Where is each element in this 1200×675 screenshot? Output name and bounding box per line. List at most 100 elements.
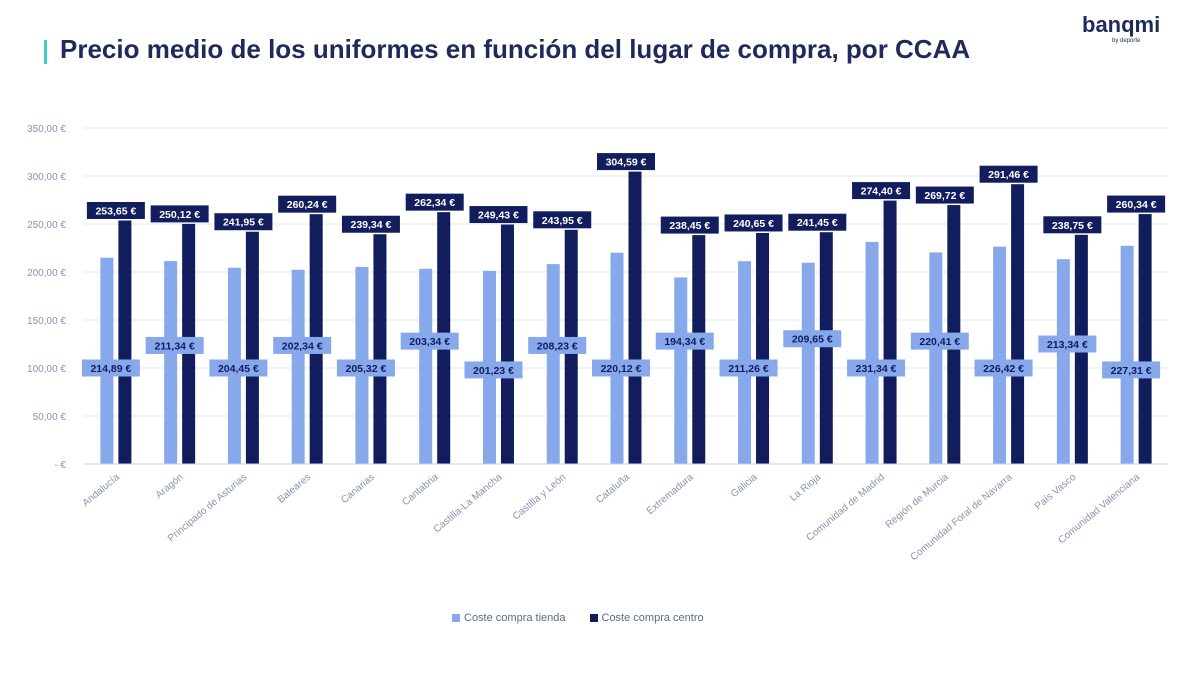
- data-label-tienda-bg: [910, 332, 969, 350]
- data-label-centro: 249,43 €: [478, 210, 519, 222]
- data-label-centro: 239,34 €: [351, 219, 392, 231]
- x-tick-label: Cantabria: [400, 472, 441, 509]
- title-accent-bar: [44, 40, 47, 64]
- data-label-tienda-bg: [847, 359, 906, 377]
- y-tick-label: 350,00 €: [27, 124, 66, 135]
- data-label-centro-bg: [469, 206, 528, 224]
- x-tick-label: Aragón: [154, 472, 186, 501]
- data-label-tienda: 202,34 €: [282, 340, 323, 352]
- data-label-centro: 253,65 €: [95, 205, 136, 217]
- data-label-tienda-bg: [145, 336, 204, 354]
- x-tick-label: Andalucía: [81, 472, 122, 509]
- x-tick-label: Canarias: [339, 472, 377, 506]
- bar-tienda: [1056, 259, 1070, 464]
- bar-tienda: [419, 268, 433, 464]
- y-tick-label: 50,00 €: [33, 412, 67, 423]
- x-tick-label: País Vasco: [1033, 472, 1079, 513]
- data-label-tienda: 220,12 €: [601, 363, 642, 375]
- data-label-tienda: 226,42 €: [983, 363, 1024, 375]
- bar-centro: [373, 234, 387, 464]
- data-label-tienda: 231,34 €: [856, 363, 897, 375]
- data-label-centro-bg: [915, 186, 974, 204]
- bar-tienda: [801, 262, 815, 464]
- data-label-centro: 291,46 €: [988, 169, 1029, 181]
- data-label-centro-bg: [597, 153, 655, 171]
- data-label-tienda-bg: [719, 359, 778, 377]
- bar-tienda: [164, 261, 178, 464]
- page-title: Precio medio de los uniformes en función…: [60, 34, 971, 64]
- data-label-tienda-bg: [528, 336, 587, 354]
- data-label-centro: 262,34 €: [414, 197, 455, 209]
- data-label-tienda: 204,45 €: [218, 363, 259, 375]
- data-label-centro-bg: [724, 214, 783, 232]
- data-label-tienda-bg: [209, 359, 268, 377]
- data-label-centro-bg: [341, 215, 400, 233]
- chart-legend: Coste compra tienda Coste compra centro: [452, 612, 704, 624]
- x-tick-label: Extremadura: [645, 472, 696, 518]
- bar-centro: [819, 232, 833, 464]
- data-label-tienda-bg: [592, 359, 650, 377]
- x-tick-label: Castilla-La Mancha: [432, 472, 505, 536]
- data-label-tienda: 209,65 €: [792, 334, 833, 346]
- y-tick-label: - €: [54, 460, 66, 471]
- data-label-centro: 260,24 €: [287, 199, 328, 211]
- legend-swatch-tienda: [452, 614, 460, 622]
- data-label-tienda-bg: [655, 332, 714, 350]
- data-label-centro-bg: [852, 182, 911, 200]
- data-label-centro-bg: [788, 213, 847, 231]
- data-label-tienda: 211,34 €: [154, 340, 194, 352]
- legend-swatch-centro: [589, 614, 598, 622]
- data-label-tienda: 227,31 €: [1111, 365, 1152, 377]
- data-label-centro: 304,59 €: [606, 157, 647, 169]
- data-label-tienda-bg: [336, 359, 395, 377]
- data-label-centro: 274,40 €: [861, 186, 902, 198]
- x-tick-label: Castilla y León: [511, 472, 568, 523]
- x-tick-label: Baleares: [276, 472, 313, 506]
- logo-subtext: by deporte: [1112, 38, 1141, 44]
- bar-tienda: [291, 269, 305, 464]
- data-label-centro-bg: [278, 195, 337, 213]
- brand-logo: banqmi by deporte: [1082, 14, 1182, 48]
- data-label-tienda: 211,26 €: [728, 363, 768, 375]
- x-tick-label: Cataluña: [594, 472, 632, 506]
- data-label-centro-bg: [214, 213, 273, 231]
- data-label-tienda: 203,34 €: [409, 336, 450, 348]
- data-label-tienda: 194,34 €: [664, 336, 705, 348]
- y-tick-label: 150,00 €: [27, 316, 66, 327]
- data-label-tienda: 214,89 €: [90, 363, 131, 375]
- bar-centro: [118, 220, 132, 464]
- data-label-centro-bg: [86, 201, 145, 219]
- bar-tienda: [674, 277, 688, 464]
- bar-centro: [500, 224, 514, 464]
- data-label-centro: 241,45 €: [797, 217, 838, 229]
- x-tick-label: Galicia: [729, 472, 760, 500]
- data-label-tienda-bg: [81, 359, 140, 377]
- y-tick-label: 250,00 €: [27, 220, 66, 231]
- y-tick-label: 300,00 €: [27, 172, 66, 183]
- bar-centro: [1011, 184, 1025, 464]
- data-label-tienda: 208,23 €: [537, 340, 578, 352]
- bar-centro: [245, 231, 259, 464]
- bar-centro: [756, 232, 770, 464]
- data-label-tienda-bg: [1038, 335, 1097, 353]
- data-label-centro: 238,45 €: [669, 220, 710, 232]
- legend-label-tienda: Coste compra tienda: [464, 612, 566, 624]
- bar-tienda: [610, 252, 624, 464]
- data-label-centro-bg: [660, 216, 719, 234]
- data-label-tienda-bg: [783, 330, 842, 348]
- legend-item-tienda: Coste compra tienda: [452, 612, 566, 624]
- data-label-tienda: 201,23 €: [473, 365, 514, 377]
- y-tick-label: 100,00 €: [27, 364, 66, 375]
- data-label-centro-bg: [1043, 216, 1102, 234]
- bar-tienda: [929, 252, 943, 464]
- data-label-centro: 243,95 €: [542, 215, 583, 227]
- x-tick-label: Comunidad Foral de Navarra: [909, 472, 1015, 564]
- data-label-tienda-bg: [974, 359, 1033, 377]
- bar-tienda: [865, 241, 879, 464]
- data-label-centro-bg: [150, 205, 209, 223]
- bar-tienda: [546, 264, 560, 464]
- data-label-tienda: 205,32 €: [346, 363, 387, 375]
- logo-text: banqmi: [1082, 12, 1161, 37]
- y-tick-label: 200,00 €: [27, 268, 66, 279]
